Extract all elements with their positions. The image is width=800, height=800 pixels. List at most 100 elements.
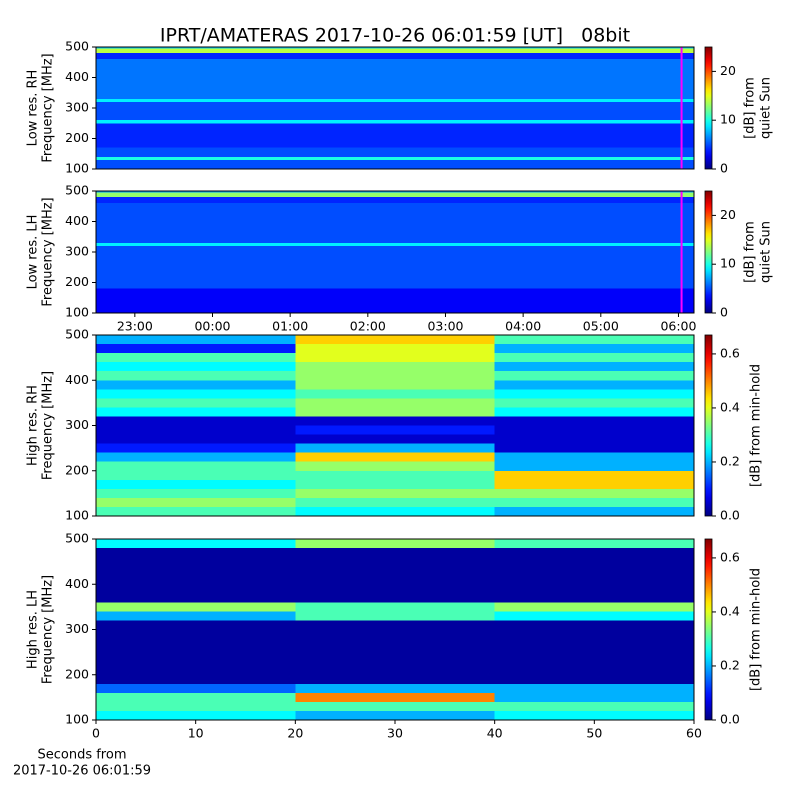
colorbar-tick-label: 20 xyxy=(720,207,736,222)
colorbar-tick-label: 10 xyxy=(720,256,736,271)
y-tick-label: 200 xyxy=(65,130,89,145)
colorbar xyxy=(704,334,713,517)
heatmap-cell xyxy=(96,647,296,657)
x-tick-label: 23:00 xyxy=(117,319,153,334)
colorbar-label: quiet Sun xyxy=(759,221,774,283)
heatmap-cell xyxy=(494,656,694,666)
heatmap-cell xyxy=(494,434,694,444)
heatmap-cell xyxy=(96,192,694,198)
heatmap-cell xyxy=(494,425,694,435)
heatmap-cell xyxy=(96,506,296,516)
colorbar-tick-label: 0.0 xyxy=(720,508,740,523)
heatmap-cell xyxy=(295,389,495,399)
heatmap-cell xyxy=(96,398,296,408)
heatmap-cell xyxy=(494,674,694,684)
heatmap-cell xyxy=(96,548,296,558)
heatmap-cell xyxy=(96,674,296,684)
heatmap-cell xyxy=(295,683,495,693)
x-tick-label: 02:00 xyxy=(350,319,386,334)
colorbar-tick-label: 0.2 xyxy=(720,453,740,468)
colorbar-label: quiet Sun xyxy=(759,77,774,139)
heatmap-cell xyxy=(96,101,694,121)
heatmap-cell xyxy=(494,575,694,585)
heatmap-cell xyxy=(494,620,694,630)
heatmap-cell xyxy=(295,470,495,480)
heatmap-cell xyxy=(494,398,694,408)
heatmap-cell xyxy=(494,479,694,489)
heatmap-cell xyxy=(96,425,296,435)
heatmap-cell xyxy=(96,479,296,489)
heatmap-cell xyxy=(96,566,296,576)
y-tick-label: 100 xyxy=(65,161,89,176)
heatmap-cell xyxy=(96,120,694,124)
heatmap-cell xyxy=(494,584,694,594)
heatmap-cell xyxy=(96,665,296,675)
y-axis-label: High res. LH xyxy=(26,590,41,669)
y-tick-label: 400 xyxy=(65,372,89,387)
colorbar-tick-label: 20 xyxy=(720,63,736,78)
heatmap-cell xyxy=(295,539,495,549)
heatmap-cell xyxy=(494,497,694,507)
heatmap-cell xyxy=(295,488,495,498)
heatmap-cell xyxy=(494,602,694,612)
heatmap-cell xyxy=(494,638,694,648)
heatmap-cell xyxy=(494,566,694,576)
heatmap-cell xyxy=(295,575,495,585)
colorbar-label: [dB] from min-hold xyxy=(749,568,764,691)
heatmap-cell xyxy=(494,443,694,453)
y-tick-label: 500 xyxy=(65,39,89,54)
heatmap-cell xyxy=(96,59,694,99)
heatmap-cell xyxy=(96,557,296,567)
heatmap-cell xyxy=(96,380,296,390)
heatmap-cell xyxy=(96,602,296,612)
heatmap-cell xyxy=(494,461,694,471)
heatmap-cell xyxy=(96,197,694,204)
chart-title: IPRT/AMATERAS 2017-10-26 06:01:59 [UT] 0… xyxy=(160,25,630,47)
y-tick-label: 100 xyxy=(65,508,89,523)
colorbar-label: [dB] from xyxy=(743,221,758,283)
x-axis-label: Seconds from xyxy=(37,748,126,763)
heatmap-cell xyxy=(295,461,495,471)
heatmap-cell xyxy=(96,443,296,453)
x-tick-label: 03:00 xyxy=(427,319,463,334)
heatmap-cell xyxy=(96,288,694,313)
y-tick-label: 200 xyxy=(65,274,89,289)
heatmap-cell xyxy=(96,147,694,157)
heatmap-cell xyxy=(494,539,694,549)
heatmap-cell xyxy=(494,416,694,426)
heatmap-cell xyxy=(295,452,495,462)
heatmap-cell xyxy=(295,380,495,390)
heatmap-cell xyxy=(295,638,495,648)
heatmap-cell xyxy=(494,380,694,390)
y-axis-label: Frequency [MHz] xyxy=(41,575,56,684)
y-axis-label: Frequency [MHz] xyxy=(41,371,56,480)
heatmap-cell xyxy=(295,557,495,567)
colorbar-tick-label: 10 xyxy=(720,112,736,127)
heatmap-cell xyxy=(96,156,694,160)
heatmap-cell xyxy=(494,488,694,498)
x-tick-label: 01:00 xyxy=(272,319,308,334)
heatmap-cell xyxy=(96,497,296,507)
heatmap-cell xyxy=(96,416,296,426)
heatmap-cell xyxy=(494,557,694,567)
heatmap-cell xyxy=(96,48,694,54)
heatmap-cell xyxy=(494,470,694,480)
heatmap-cell xyxy=(295,611,495,621)
heatmap-cell xyxy=(96,461,296,471)
heatmap-cell xyxy=(96,242,694,246)
heatmap-cell xyxy=(295,593,495,603)
heatmap-cell xyxy=(295,425,495,435)
heatmap-cell xyxy=(494,692,694,702)
heatmap-cell xyxy=(494,548,694,558)
colorbar-tick-label: 0.0 xyxy=(720,712,740,727)
x-axis-label: 2017-10-26 06:01:59 xyxy=(13,764,151,779)
colorbar-tick-label: 0.2 xyxy=(720,657,740,672)
colorbar xyxy=(704,190,713,314)
heatmap-cell xyxy=(96,638,296,648)
heatmap-cell xyxy=(96,692,296,702)
heatmap-cell xyxy=(96,245,694,289)
heatmap-cell xyxy=(96,539,296,549)
heatmap-cell xyxy=(295,548,495,558)
heatmap-cell xyxy=(96,159,694,169)
heatmap-cell xyxy=(295,629,495,639)
